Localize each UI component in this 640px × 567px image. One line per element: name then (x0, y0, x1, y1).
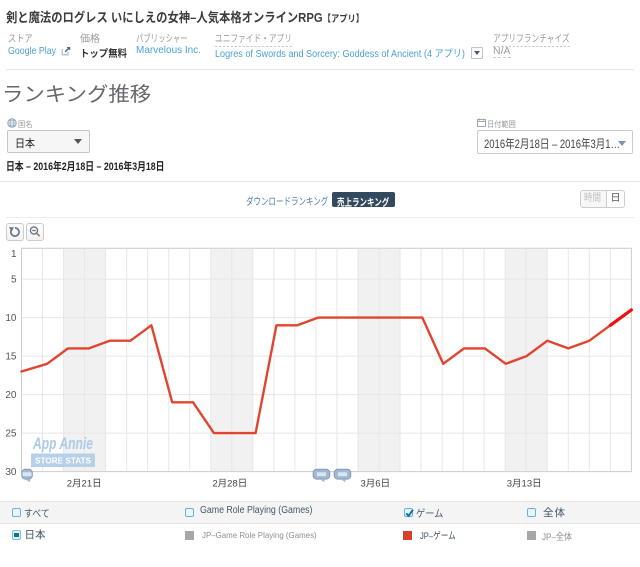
svg-text:2月21日: 2月21日 (67, 479, 102, 490)
svg-text:25: 25 (5, 429, 17, 440)
svg-text:30: 30 (5, 467, 17, 478)
svg-text:15: 15 (5, 352, 17, 363)
svg-text:1: 1 (11, 249, 17, 260)
svg-text:3月13日: 3月13日 (507, 479, 542, 490)
svg-text:3月6日: 3月6日 (361, 479, 391, 490)
svg-text:2月28日: 2月28日 (212, 479, 247, 490)
svg-text:App Annie: App Annie (32, 434, 93, 453)
svg-text:10: 10 (5, 313, 17, 324)
svg-text:5: 5 (11, 275, 17, 286)
svg-text:STORE STATS: STORE STATS (35, 456, 91, 466)
svg-text:20: 20 (5, 390, 17, 401)
